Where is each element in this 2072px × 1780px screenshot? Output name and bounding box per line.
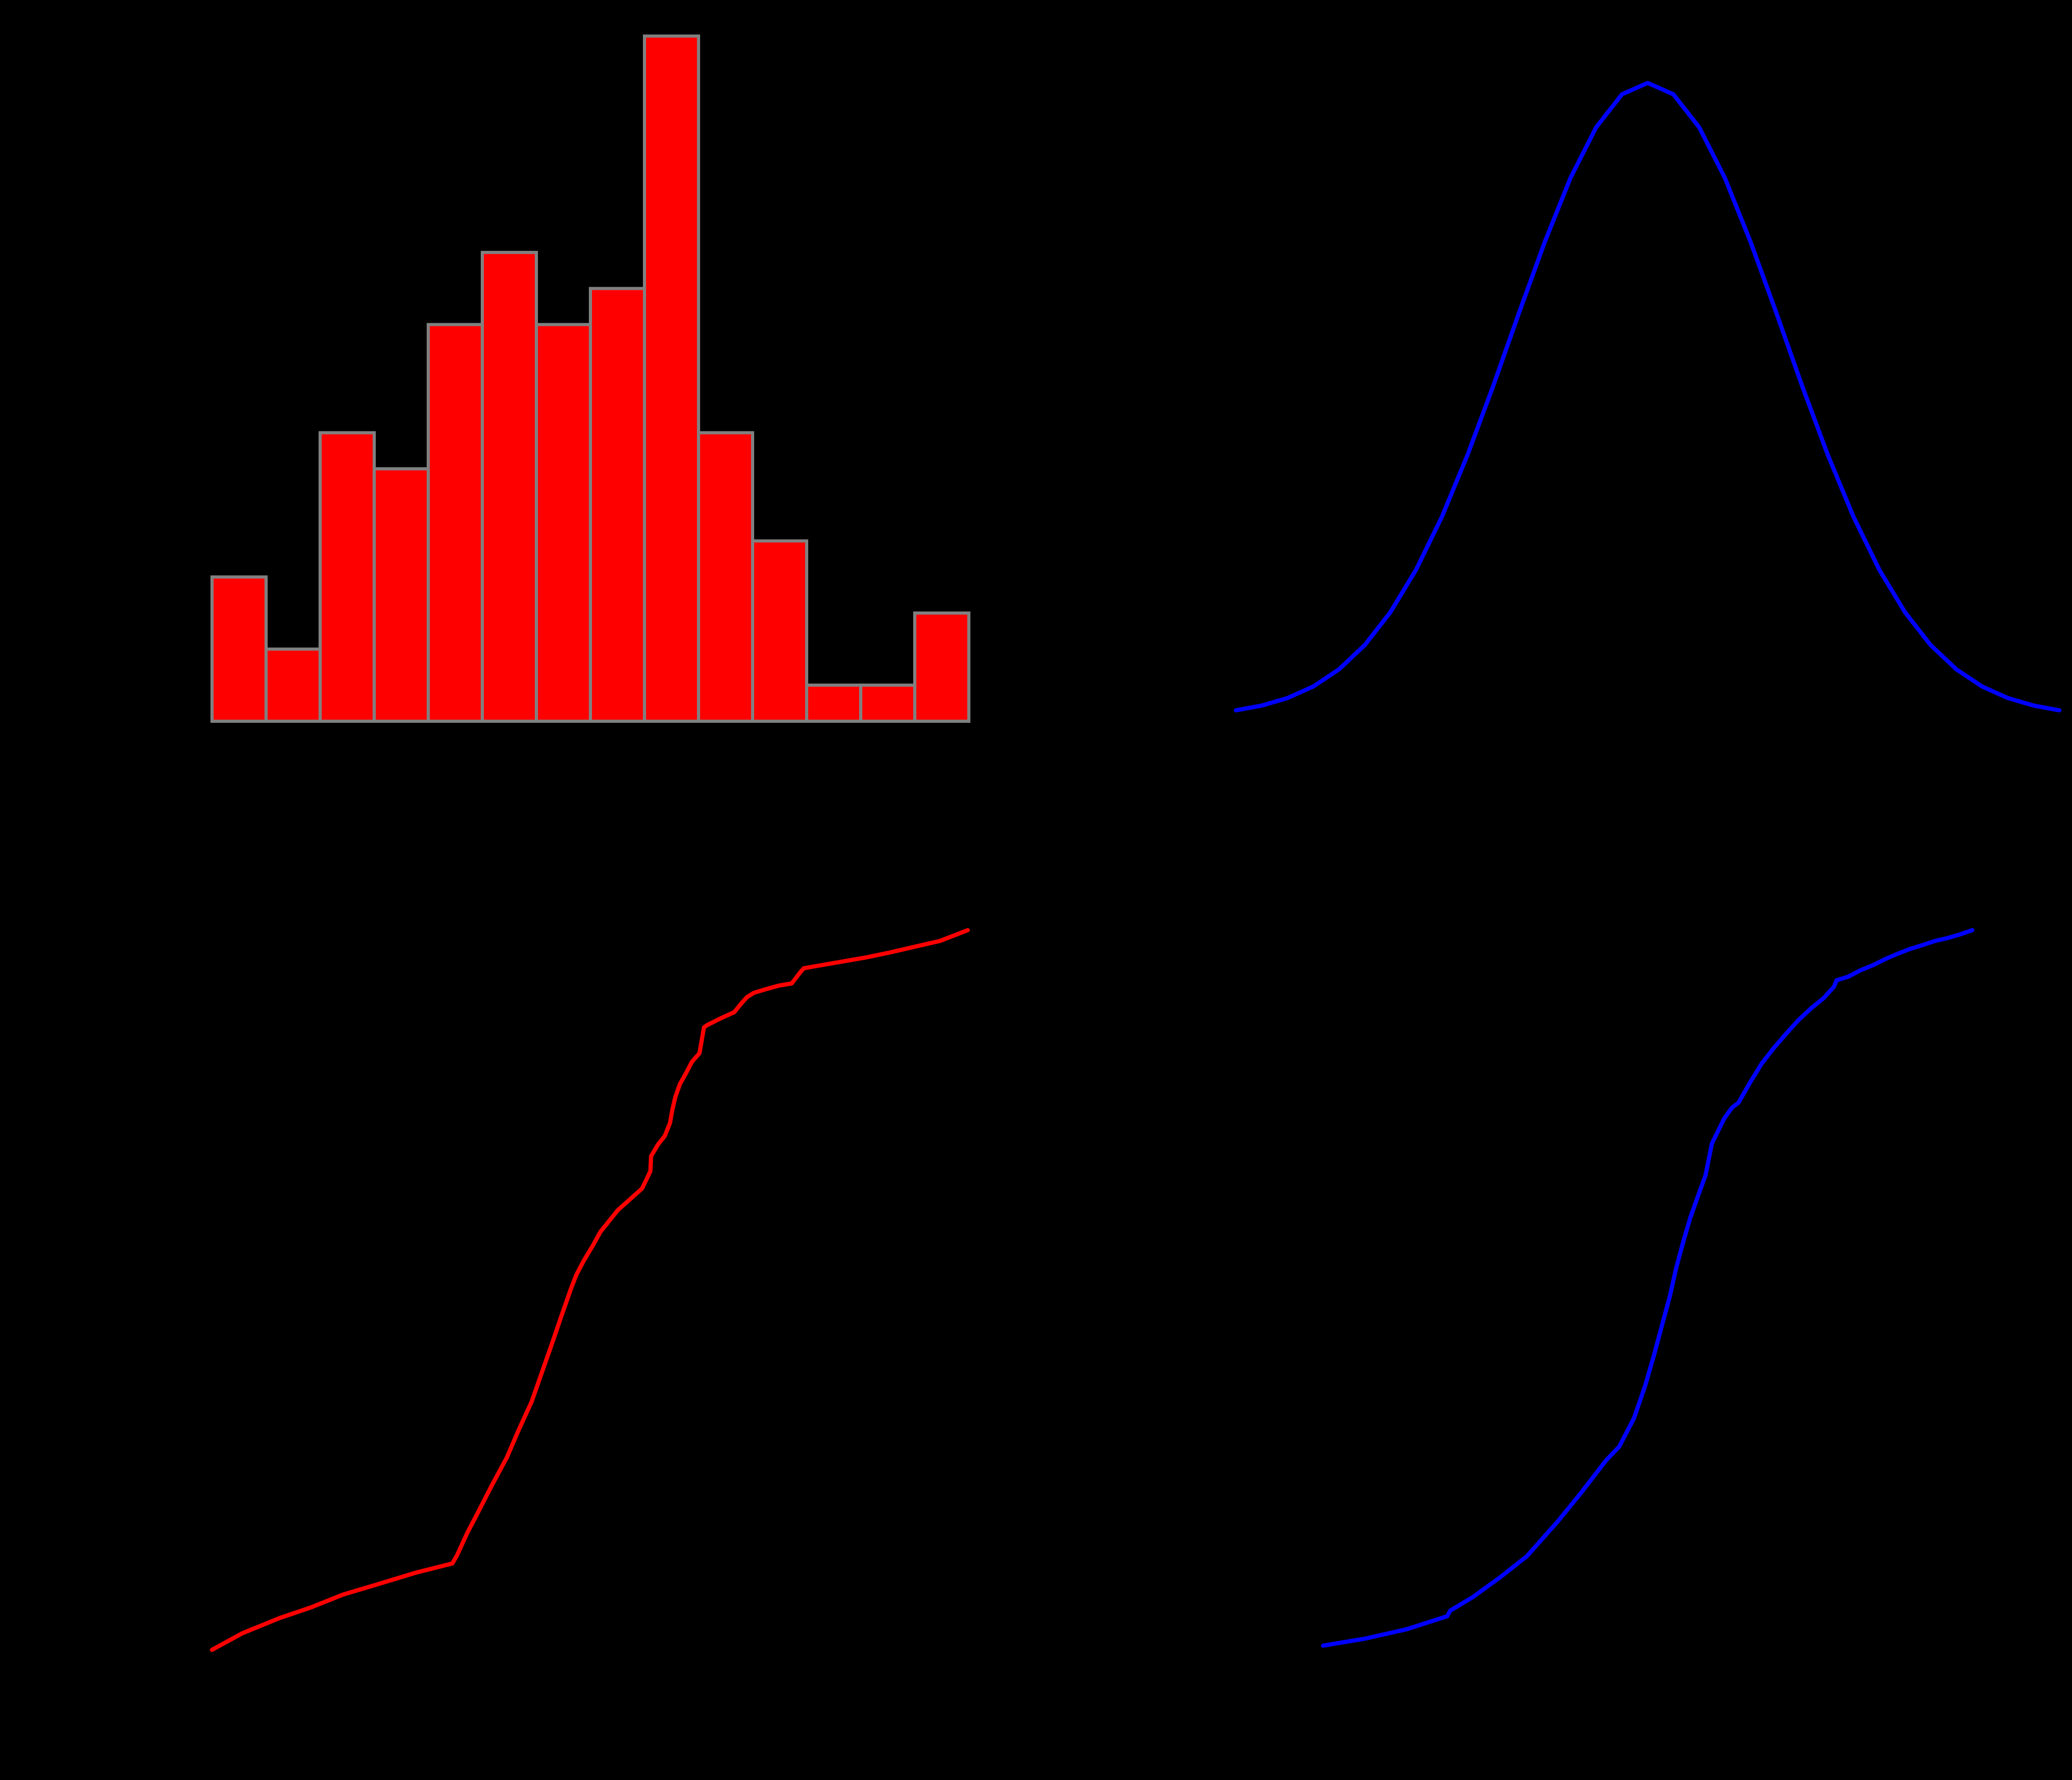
density-curve (1234, 81, 2062, 713)
histogram-bar (210, 575, 268, 723)
histogram-bar (643, 34, 700, 723)
histogram-bar (913, 611, 970, 723)
histogram-bar (319, 431, 376, 723)
histogram-bar (265, 647, 322, 723)
empirical-cdf-panel (210, 928, 970, 1652)
histogram-bar (751, 539, 808, 723)
histogram-bar (427, 323, 484, 723)
histogram-bar (697, 431, 754, 723)
histogram-bar (535, 323, 592, 723)
ecdf-curve (210, 928, 970, 1652)
histogram-bar (805, 683, 862, 723)
histogram-panel (210, 34, 970, 723)
smooth-cdf-panel (1321, 928, 1974, 1648)
histogram-bar (373, 467, 430, 723)
histogram-bar (481, 250, 538, 723)
histogram-bar (859, 683, 916, 723)
density-curve-panel (1234, 81, 2062, 713)
histogram-bar (589, 287, 646, 723)
cdf-curve (1321, 928, 1974, 1648)
